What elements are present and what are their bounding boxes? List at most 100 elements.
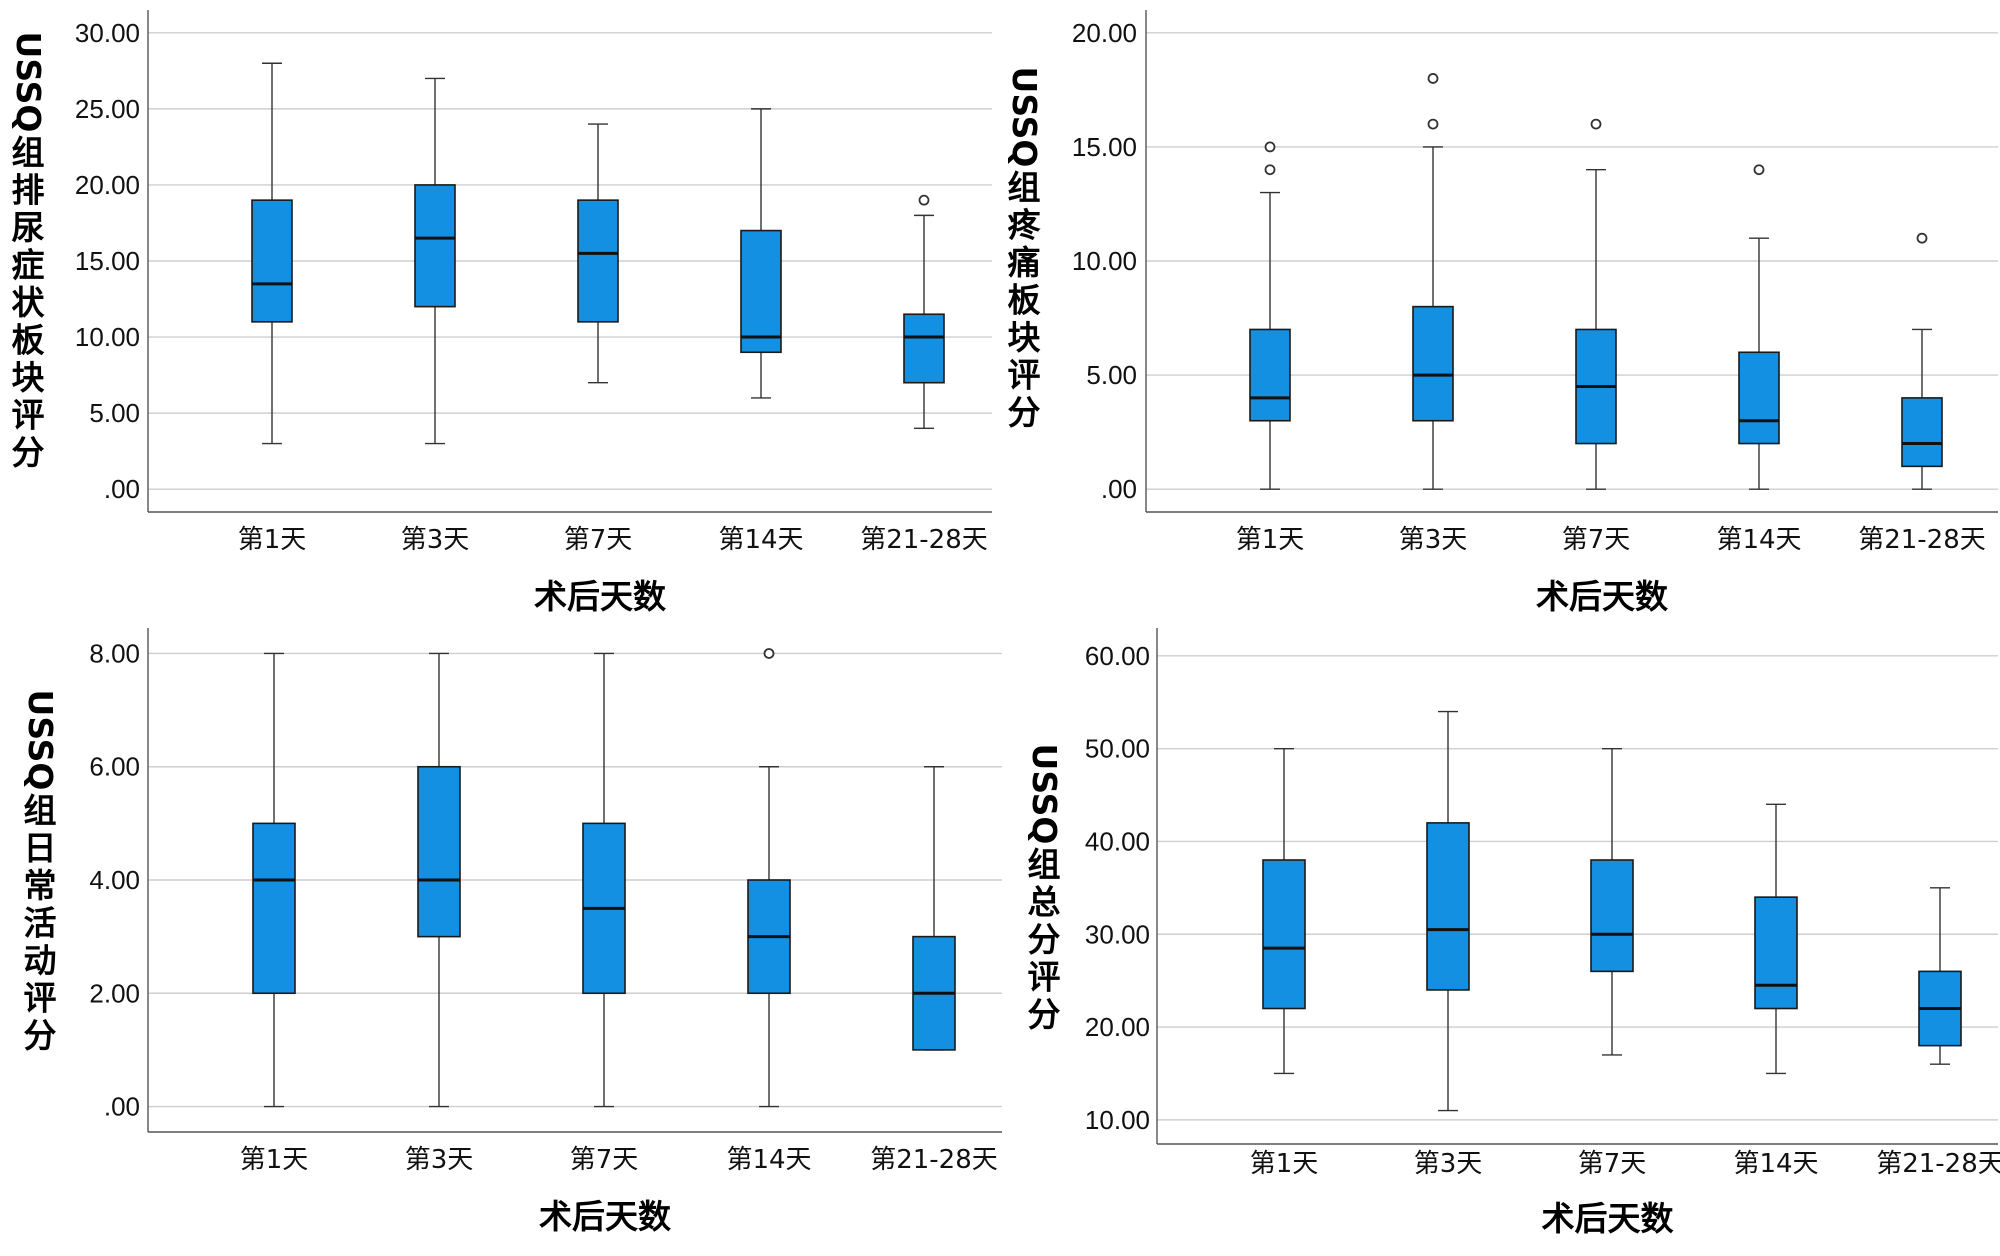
y-axis-title-char: 块 (1008, 318, 1041, 357)
x-category-label: 第1天 (1250, 1149, 1319, 1179)
boxplot-panel: .00 5.00 10.00 15.00 20.00 25.00 30.00 第1天 第3天 第7… (9, 10, 992, 616)
x-axis-title: 术后天数 (534, 577, 667, 616)
x-category-label: 第3天 (405, 1145, 474, 1175)
y-axis-title-char: 分 (1028, 995, 1061, 1034)
y-axis-title-char: 评 (24, 979, 57, 1018)
y-axis-title-char: 排 (12, 171, 45, 210)
y-tick-label: 30.00 (75, 18, 140, 48)
iqr-box (1262, 859, 1306, 1010)
iqr-box (417, 765, 461, 938)
y-tick-label: 5.00 (1086, 360, 1137, 390)
y-axis-title-char: 症 (12, 246, 45, 285)
outlier-point (1264, 141, 1276, 153)
outlier-point (1753, 164, 1765, 176)
y-tick-label: 40.00 (1085, 826, 1150, 856)
x-category-label: 第14天 (726, 1145, 811, 1175)
y-axis-title-char: 总 (1028, 883, 1061, 922)
iqr-box (252, 822, 296, 995)
y-tick-label: 60.00 (1085, 641, 1150, 671)
x-category-label: 第14天 (1733, 1149, 1818, 1179)
iqr-box (903, 313, 945, 384)
outlier-point (1916, 232, 1928, 244)
y-axis-title-char: 块 (12, 358, 45, 397)
y-axis-title-char: 动 (24, 941, 57, 980)
y-axis-title-char: 分 (1028, 920, 1061, 959)
outlier-point (1590, 118, 1602, 130)
boxplot-panel: 10.00 20.00 30.00 40.00 50.00 60.00 第1天 第3天 第7天 第… (1025, 628, 2000, 1238)
x-category-label: 第7天 (1578, 1149, 1647, 1179)
boxplot-panel: .00 5.00 10.00 15.00 20.00 第1天 第3天 第7天 第14天 第21-2… (1005, 10, 1998, 616)
y-tick-label: 20.00 (1085, 1012, 1150, 1042)
y-tick-label: 25.00 (75, 94, 140, 124)
outlier-point (763, 648, 775, 659)
y-tick-label: 10.00 (1085, 1105, 1150, 1135)
y-axis-title-char: 疼 (1008, 206, 1042, 245)
y-axis-title-char: 活 (24, 904, 57, 943)
iqr-box (1426, 822, 1470, 991)
iqr-box (1249, 328, 1291, 422)
y-tick-label: 20.00 (1072, 18, 1137, 48)
y-axis-title-char: 日 (24, 829, 57, 868)
iqr-box (1901, 397, 1943, 468)
boxplot-panel: .00 2.00 4.00 6.00 8.00 第1天 第3天 第7天 第14天 第21-28天术… (21, 628, 1002, 1236)
y-tick-label: 10.00 (75, 322, 140, 352)
x-category-label: 第1天 (1236, 525, 1305, 555)
y-axis-title-char: 板 (12, 321, 45, 360)
x-category-label: 第1天 (238, 525, 307, 555)
x-category-label: 第7天 (564, 525, 633, 555)
x-category-label: 第1天 (240, 1145, 309, 1175)
y-tick-label: 50.00 (1085, 734, 1150, 764)
y-axis-title-latin: USSQ (1005, 67, 1044, 168)
outlier-point (918, 194, 930, 206)
x-category-label: 第3天 (401, 525, 470, 555)
iqr-box (414, 184, 456, 308)
y-tick-label: 8.00 (89, 638, 140, 668)
y-axis-title-char: 状 (12, 283, 46, 322)
y-axis-title-char: 分 (12, 433, 45, 472)
x-axis-title: 术后天数 (1542, 1199, 1675, 1238)
y-axis-title-char: 板 (1008, 281, 1041, 320)
x-category-label: 第7天 (570, 1145, 639, 1175)
x-category-label: 第3天 (1414, 1149, 1483, 1179)
x-category-label: 第7天 (1562, 525, 1631, 555)
y-tick-label: 4.00 (89, 865, 140, 895)
y-tick-label: 30.00 (1085, 919, 1150, 949)
y-tick-label: 2.00 (89, 978, 140, 1008)
y-tick-label: 15.00 (1072, 132, 1137, 162)
x-axis-title: 术后天数 (1536, 577, 1669, 616)
y-tick-label: .00 (1101, 474, 1137, 504)
iqr-box (1590, 859, 1634, 973)
iqr-box (577, 199, 619, 323)
y-tick-label: 20.00 (75, 170, 140, 200)
y-tick-label: 5.00 (89, 398, 140, 428)
iqr-box (251, 199, 293, 323)
y-axis-title-char: 常 (24, 866, 57, 905)
y-axis-title-char: 评 (1028, 958, 1061, 997)
y-tick-label: .00 (104, 1092, 140, 1122)
y-axis-title-char: 分 (1008, 393, 1041, 432)
x-category-label: 第21-28天 (860, 525, 988, 555)
y-tick-label: 6.00 (89, 752, 140, 782)
outlier-point (1427, 73, 1439, 84)
x-category-label: 第3天 (1399, 525, 1468, 555)
x-category-label: 第14天 (718, 525, 803, 555)
x-category-label: 第21-28天 (870, 1145, 998, 1175)
y-tick-label: 10.00 (1072, 246, 1137, 276)
iqr-box (740, 229, 782, 354)
outlier-point (1264, 164, 1276, 176)
y-axis-title-char: 组 (1028, 845, 1061, 884)
y-axis-title-char: 组 (12, 133, 45, 172)
y-axis-title-char: 组 (24, 791, 57, 830)
y-axis-title-char: 痛 (1008, 243, 1041, 282)
x-category-label: 第14天 (1716, 525, 1801, 555)
y-axis-title-latin: USSQ (21, 690, 60, 791)
y-axis-title-latin: USSQ (9, 32, 48, 133)
x-axis-title: 术后天数 (539, 1197, 672, 1236)
y-axis-title-char: 分 (24, 1016, 57, 1055)
y-axis-title-char: 评 (12, 396, 45, 435)
